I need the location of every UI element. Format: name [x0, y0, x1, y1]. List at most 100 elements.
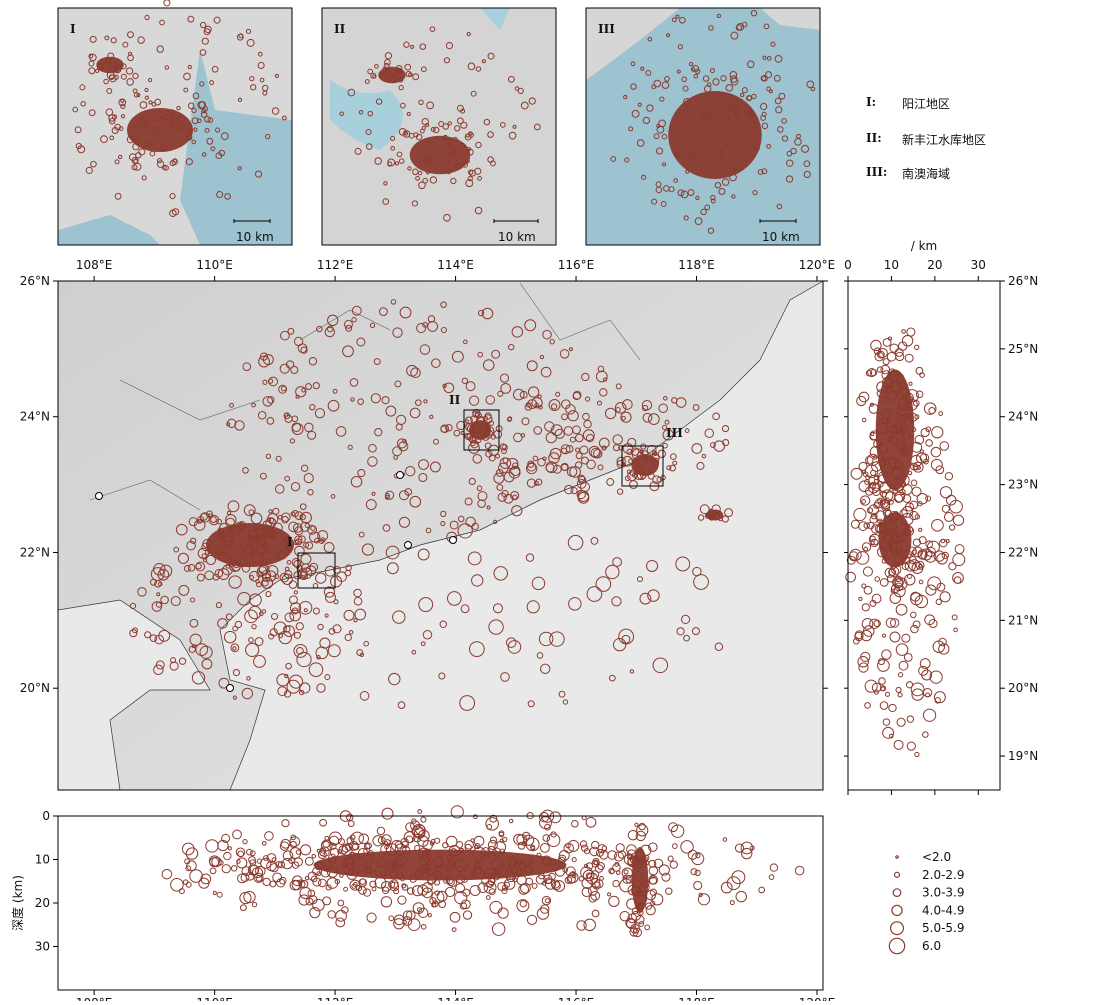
quake — [572, 390, 582, 400]
y-tick-label: 10 — [35, 853, 50, 867]
quake — [629, 855, 639, 865]
quake — [536, 907, 550, 920]
quake — [200, 21, 207, 29]
quake — [204, 25, 212, 34]
quake — [918, 527, 923, 532]
quake — [459, 142, 466, 149]
quake — [246, 38, 255, 47]
quake — [295, 394, 300, 399]
inset-label: II — [334, 22, 346, 36]
quake — [289, 847, 302, 859]
quake — [631, 448, 644, 461]
quake — [616, 488, 624, 495]
quake — [191, 117, 199, 125]
quake — [741, 21, 748, 28]
quake — [237, 97, 243, 102]
axis-title: / km — [911, 239, 938, 253]
quake — [307, 524, 318, 535]
quake — [623, 869, 629, 875]
quake — [425, 122, 430, 127]
quake — [229, 526, 240, 537]
quake — [386, 562, 399, 575]
quake — [384, 52, 393, 60]
quake — [752, 189, 758, 196]
quake — [257, 61, 265, 69]
quake — [571, 819, 579, 828]
quake — [299, 886, 312, 900]
quake — [300, 553, 312, 565]
quake — [495, 864, 508, 877]
quake — [265, 591, 272, 598]
quake — [526, 914, 538, 925]
quake — [449, 520, 459, 530]
quake — [925, 495, 932, 502]
quake — [375, 98, 383, 105]
quake — [887, 437, 894, 444]
quake — [424, 159, 432, 166]
quake — [74, 126, 82, 134]
quake — [659, 96, 665, 102]
quake — [394, 161, 400, 166]
quake — [376, 826, 386, 836]
quake — [151, 101, 157, 107]
quake — [330, 494, 336, 499]
quake — [284, 412, 289, 417]
quake — [558, 690, 566, 698]
quake — [218, 552, 229, 562]
quake — [334, 878, 341, 885]
quake — [129, 602, 137, 610]
quake — [298, 600, 313, 615]
quake — [604, 407, 617, 420]
quake — [691, 627, 700, 636]
quake — [512, 124, 517, 129]
quake — [879, 539, 892, 552]
quake — [419, 128, 425, 134]
quake — [108, 114, 116, 122]
quake — [247, 864, 259, 876]
quake — [266, 396, 275, 404]
quake — [261, 579, 269, 587]
quake — [850, 519, 860, 529]
quake — [846, 555, 856, 565]
quake — [680, 190, 689, 199]
quake — [548, 452, 560, 464]
quake — [323, 542, 335, 553]
quake — [183, 72, 191, 81]
quake — [250, 84, 257, 91]
quake — [316, 325, 323, 333]
quake — [911, 441, 923, 453]
quake — [225, 540, 234, 548]
quake — [412, 902, 425, 914]
quake — [290, 834, 297, 841]
quake — [277, 514, 283, 520]
quake — [468, 641, 485, 658]
quake — [262, 354, 274, 366]
quake — [644, 924, 651, 931]
quake — [266, 565, 279, 577]
inset-label: I — [70, 22, 76, 36]
quake — [559, 349, 570, 359]
quake — [199, 512, 211, 523]
quake — [312, 381, 320, 390]
quake — [222, 564, 233, 576]
quake — [420, 66, 427, 73]
quake — [390, 145, 396, 151]
quake — [298, 689, 305, 696]
quake — [300, 844, 312, 856]
quake — [498, 462, 509, 474]
quake — [344, 319, 353, 329]
quake — [597, 862, 605, 870]
quake — [776, 203, 783, 210]
quake — [781, 135, 789, 142]
quake — [487, 839, 498, 850]
quake — [861, 499, 866, 504]
quake — [565, 445, 574, 453]
quake — [858, 596, 863, 602]
quake — [207, 117, 214, 123]
quake — [910, 479, 918, 487]
x-tick-label: 114°E — [437, 996, 474, 1001]
quake — [497, 390, 504, 397]
quake — [310, 875, 318, 883]
quake — [316, 871, 322, 877]
quake — [676, 627, 685, 636]
